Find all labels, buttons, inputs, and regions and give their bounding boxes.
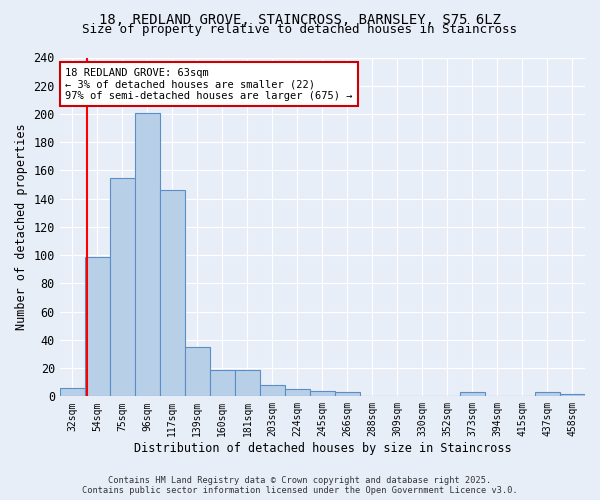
Text: 18, REDLAND GROVE, STAINCROSS, BARNSLEY, S75 6LZ: 18, REDLAND GROVE, STAINCROSS, BARNSLEY,… [99, 12, 501, 26]
Bar [185, 347, 210, 397]
Text: 18 REDLAND GROVE: 63sqm
← 3% of detached houses are smaller (22)
97% of semi-det: 18 REDLAND GROVE: 63sqm ← 3% of detached… [65, 68, 353, 101]
Bar [110, 178, 135, 396]
Bar [210, 370, 235, 396]
Bar [235, 370, 260, 396]
Bar [160, 190, 185, 396]
Bar [85, 256, 110, 396]
Bar [285, 390, 310, 396]
Bar [335, 392, 360, 396]
Bar [310, 390, 335, 396]
Bar [560, 394, 585, 396]
Y-axis label: Number of detached properties: Number of detached properties [15, 124, 28, 330]
Text: Contains HM Land Registry data © Crown copyright and database right 2025.
Contai: Contains HM Land Registry data © Crown c… [82, 476, 518, 495]
Bar [460, 392, 485, 396]
Bar [135, 112, 160, 397]
Bar [535, 392, 560, 396]
Text: Size of property relative to detached houses in Staincross: Size of property relative to detached ho… [83, 22, 517, 36]
Bar [60, 388, 85, 396]
X-axis label: Distribution of detached houses by size in Staincross: Distribution of detached houses by size … [134, 442, 511, 455]
Bar [260, 385, 285, 396]
